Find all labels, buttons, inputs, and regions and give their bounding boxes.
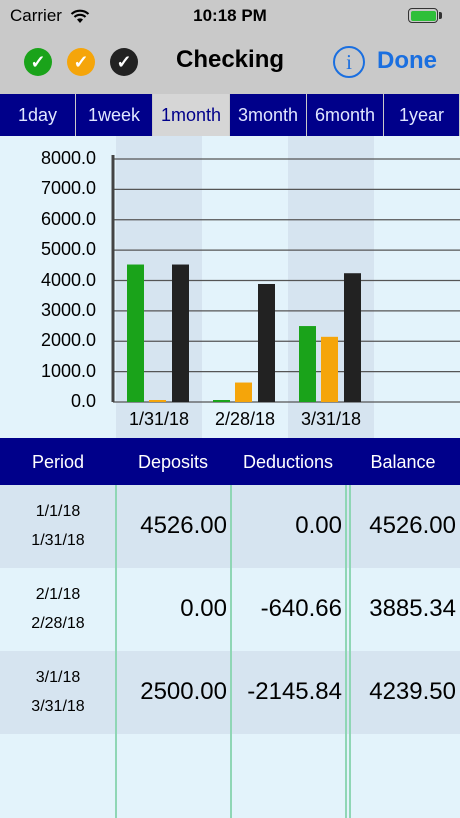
y-tick-label: 3000.0 <box>40 299 96 320</box>
balance-cell: 4239.50 <box>369 678 456 705</box>
wifi-icon <box>70 9 90 23</box>
info-button[interactable]: i <box>333 46 365 78</box>
battery-nub <box>439 12 442 19</box>
period-cell: 1/1/18 1/31/18 <box>0 497 116 555</box>
period-start: 2/1/18 <box>35 586 81 603</box>
chart-bar <box>235 382 252 402</box>
battery-icon <box>408 8 438 23</box>
column-divider <box>345 485 347 818</box>
tab-1day[interactable]: 1day <box>0 94 76 136</box>
deductions-cell: -640.66 <box>260 595 342 622</box>
period-end: 2/28/18 <box>31 615 85 632</box>
column-divider <box>349 485 351 818</box>
tab-1week[interactable]: 1week <box>76 94 153 136</box>
orange-check-icon[interactable]: ✓ <box>67 48 95 76</box>
chart-bar <box>258 283 275 402</box>
chart-bar <box>213 400 230 402</box>
header-deposits: Deposits <box>137 452 209 472</box>
table-row[interactable]: 2/1/18 2/28/18 0.00 -640.66 3885.34 <box>0 568 460 651</box>
chart-bar <box>149 400 166 402</box>
tab-3month[interactable]: 3month <box>230 94 307 136</box>
y-tick-label: 8000.0 <box>40 148 96 168</box>
period-end: 3/31/18 <box>31 698 85 715</box>
x-tick-label: 3/31/18 <box>300 409 362 429</box>
balance-cell: 4526.00 <box>369 512 456 539</box>
y-tick-label: 4000.0 <box>40 269 96 290</box>
period-tabs: 1day 1week 1month 3month 6month 1year <box>0 92 460 136</box>
column-divider <box>115 485 117 818</box>
status-bar: Carrier 10:18 PM <box>0 0 460 32</box>
deposits-cell: 0.00 <box>180 595 227 622</box>
period-start: 1/1/18 <box>35 503 81 520</box>
chart-bar <box>321 336 338 402</box>
balance-cell: 3885.34 <box>369 595 456 622</box>
period-end: 1/31/18 <box>31 532 85 549</box>
navigation-bar: ✓ ✓ ✓ Checking i Done <box>0 32 460 92</box>
y-tick-label: 5000.0 <box>40 239 96 260</box>
x-tick-label: 1/31/18 <box>128 409 190 429</box>
y-tick-label: 0.0 <box>70 391 96 411</box>
header-period: Period <box>31 452 85 472</box>
tab-6month[interactable]: 6month <box>307 94 384 136</box>
deposits-cell: 2500.00 <box>140 678 227 705</box>
y-tick-label: 6000.0 <box>40 208 96 229</box>
chart-bar <box>172 264 189 402</box>
y-tick-label: 1000.0 <box>40 360 96 381</box>
header-balance: Balance <box>370 452 436 472</box>
header-deductions: Deductions <box>242 452 334 472</box>
period-start: 3/1/18 <box>35 669 81 686</box>
carrier-area: Carrier <box>10 6 90 26</box>
balance-chart: 8000.0 7000.0 6000.0 5000.0 4000.0 3000.0 2000… <box>0 136 460 438</box>
table-header: Period Deposits Deductions Balance <box>0 438 460 485</box>
chart-plot <box>111 136 460 438</box>
deductions-cell: -2145.84 <box>247 678 342 705</box>
chart-bar <box>127 264 144 402</box>
y-tick-label: 2000.0 <box>40 330 96 351</box>
black-check-icon[interactable]: ✓ <box>110 48 138 76</box>
tab-1year[interactable]: 1year <box>384 94 460 136</box>
chart-bar <box>299 326 316 402</box>
tab-1month[interactable]: 1month <box>153 94 230 136</box>
green-check-icon[interactable]: ✓ <box>24 48 52 76</box>
deposits-cell: 4526.00 <box>140 512 227 539</box>
y-tick-label: 7000.0 <box>40 178 96 199</box>
period-cell: 2/1/18 2/28/18 <box>0 580 116 638</box>
status-time: 10:18 PM <box>193 6 267 25</box>
carrier-label: Carrier <box>10 6 62 25</box>
deductions-cell: 0.00 <box>295 512 342 539</box>
period-cell: 3/1/18 3/31/18 <box>0 663 116 721</box>
chart-bar <box>344 273 361 402</box>
done-button[interactable]: Done <box>377 47 437 74</box>
column-divider <box>230 485 232 818</box>
x-tick-label: 2/28/18 <box>214 409 276 429</box>
